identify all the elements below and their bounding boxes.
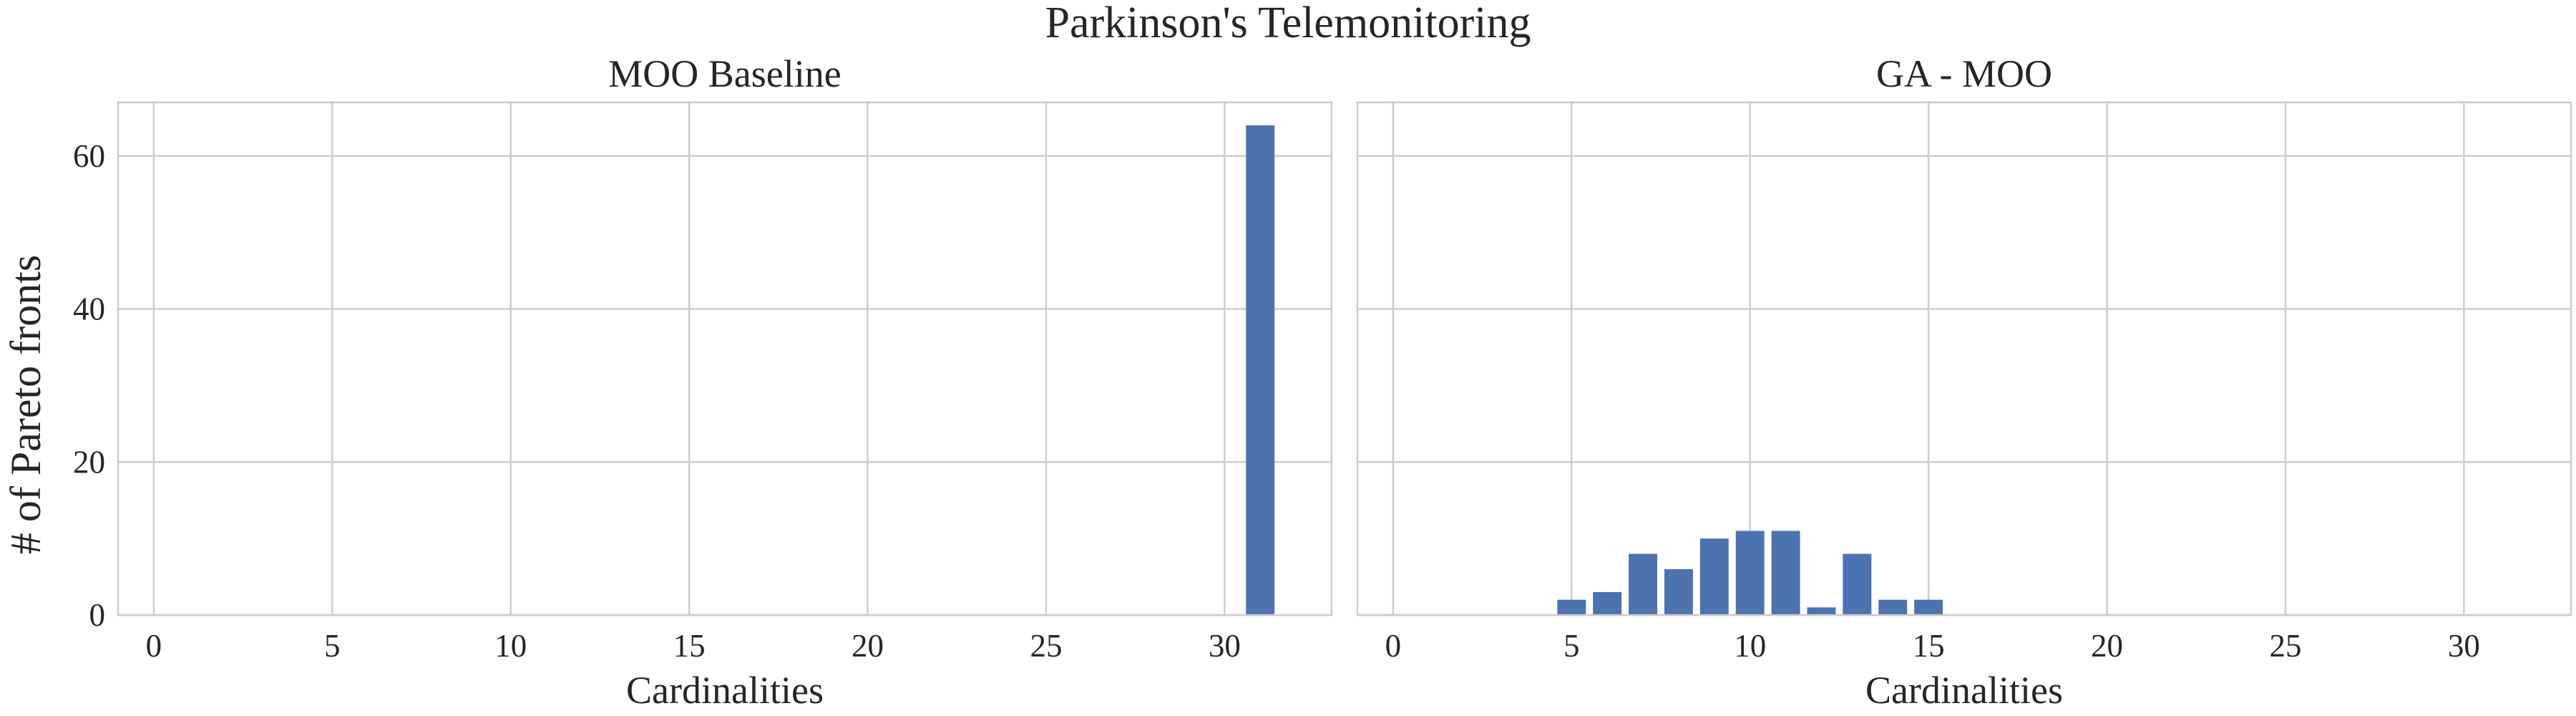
x-tick-label: 20 xyxy=(2091,628,2123,664)
bar xyxy=(1878,599,1908,615)
y-tick-label: 40 xyxy=(73,291,105,327)
bar xyxy=(1664,569,1693,615)
x-tick-label: 30 xyxy=(1209,628,1241,664)
y-tick-label: 0 xyxy=(89,597,106,633)
x-tick-label: 25 xyxy=(2269,628,2301,664)
subplot-title: GA - MOO xyxy=(1876,52,2052,95)
x-tick-label: 5 xyxy=(1563,628,1580,664)
x-tick-label: 5 xyxy=(324,628,341,664)
y-tick-label: 20 xyxy=(73,444,105,480)
plot-frame xyxy=(117,101,1333,616)
x-tick-label: 0 xyxy=(1385,628,1402,664)
x-axis-label: Cardinalities xyxy=(1865,669,2063,712)
x-tick-label: 10 xyxy=(1734,628,1766,664)
subplot-title: MOO Baseline xyxy=(608,52,841,95)
bar xyxy=(1771,531,1800,615)
bar xyxy=(1557,599,1586,615)
bar xyxy=(1807,607,1836,615)
x-tick-label: 10 xyxy=(494,628,527,664)
bar xyxy=(1914,599,1943,615)
chart-panel-moo-baseline: 0 5 10 15 20 25 30 0 20 40 60 MOO Baseline Cardinali… xyxy=(73,52,1333,712)
x-axis-label: Cardinalities xyxy=(626,669,824,712)
x-tick-label: 15 xyxy=(673,628,706,664)
x-tick-label: 0 xyxy=(146,628,162,664)
x-tick-label: 15 xyxy=(1913,628,1945,664)
bar xyxy=(1735,531,1765,615)
x-tick-label: 30 xyxy=(2448,628,2480,664)
chart-panel-ga-moo: 0 5 10 15 20 25 30 GA - MOO Cardinalities xyxy=(1356,52,2572,712)
y-tick-label: 60 xyxy=(73,138,105,174)
figure-title: Parkinson's Telemonitoring xyxy=(1045,0,1531,47)
x-tick-label: 25 xyxy=(1030,628,1062,664)
bar xyxy=(1593,591,1622,615)
bar xyxy=(1629,553,1658,615)
plot-frame xyxy=(1356,101,2572,616)
bar xyxy=(1843,553,1872,615)
bar xyxy=(1246,125,1275,616)
x-tick-label: 20 xyxy=(852,628,884,664)
bar xyxy=(1699,538,1729,615)
y-axis-label: # of Pareto fronts xyxy=(2,255,49,554)
